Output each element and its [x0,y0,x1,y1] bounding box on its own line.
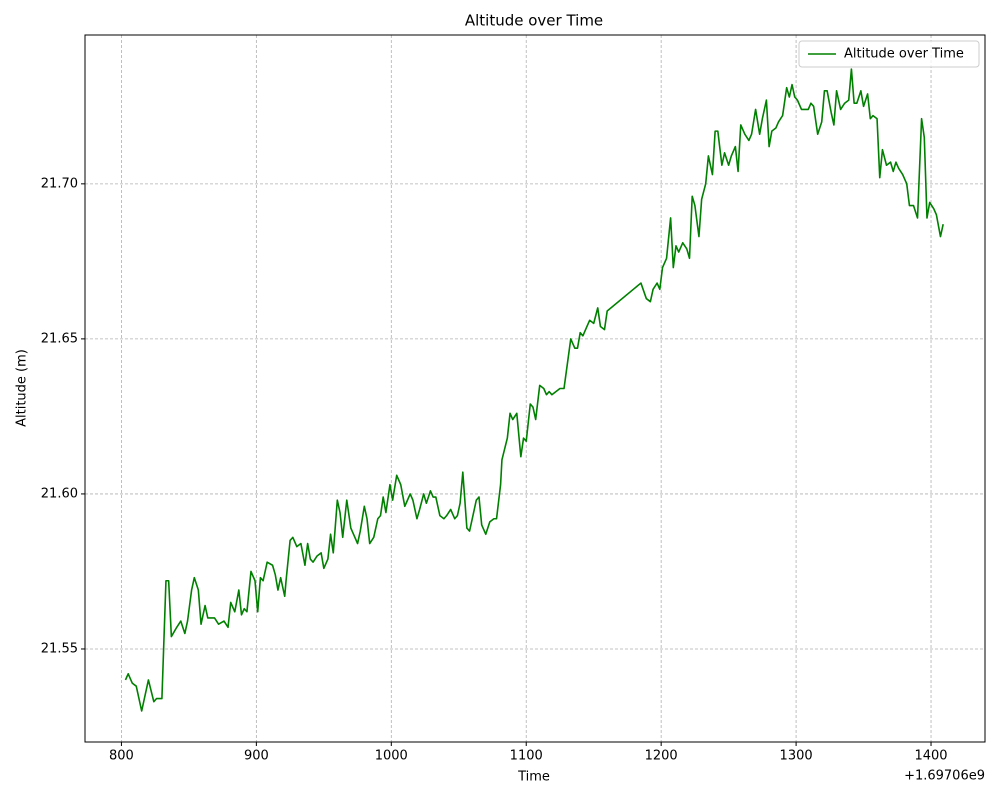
chart-title: Altitude over Time [465,12,603,30]
x-tick-label: 900 [244,749,269,764]
x-tick-label: 1000 [375,749,408,764]
legend-box [798,40,980,68]
data-line [124,68,944,712]
y-tick-label: 21.65 [41,331,78,346]
legend-label: Altitude over Time [844,47,964,62]
x-tick-label: 1400 [914,749,947,764]
x-tick-label: 1200 [645,749,678,764]
x-tick-label: 1300 [780,749,813,764]
plot-frame [84,34,986,743]
x-tick-label: 800 [109,749,134,764]
y-axis-label: Altitude (m) [15,349,30,427]
y-tick-label: 21.60 [41,486,78,501]
y-tick-label: 21.55 [41,641,78,656]
x-axis-label: Time [517,770,550,785]
x-offset-label: +1.69706e9 [904,769,985,784]
x-tick-label: 1100 [510,749,543,764]
y-tick-label: 21.70 [41,176,78,191]
